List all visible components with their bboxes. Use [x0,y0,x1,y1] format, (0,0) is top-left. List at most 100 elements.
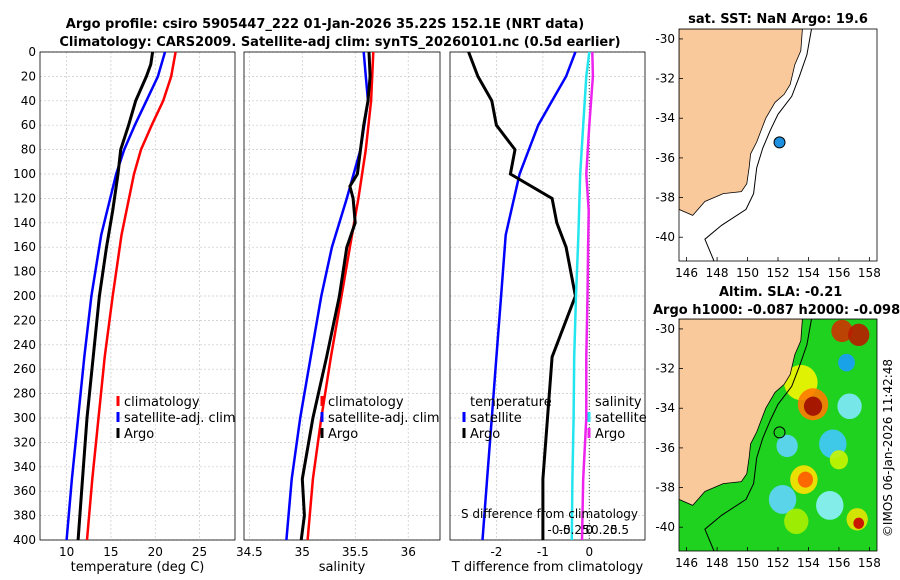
sla-anomaly-patch [816,491,844,520]
sla-anomaly-patch [853,517,865,529]
y-tick-label: 40 [21,94,36,108]
y-tick-label: -36 [655,151,675,165]
y-tick-label: -36 [655,441,675,455]
series-argo [299,51,372,541]
x-tick-label: 0 [585,545,593,559]
y-tick-label: 120 [13,191,36,205]
series-temperature-satellite [481,51,577,541]
legend-label: Argo [124,427,154,442]
legend-label: satellite [595,411,647,426]
y-tick-label: 240 [13,338,36,352]
legend-label: salinity [595,395,642,410]
y-tick-label: 200 [13,289,36,303]
y-tick-label: -34 [655,111,675,125]
axes-frame [449,51,646,541]
y-tick-label: 260 [13,362,36,376]
series-salinity-satellite [570,51,591,541]
x-tick-label: 34.5 [236,545,263,559]
map-title-2: Argo h1000: -0.087 h2000: -0.098 [653,303,900,318]
series-temperature-argo [467,51,577,540]
y-tick-label: -40 [655,230,675,244]
legend-label: satellite-adj. clim [124,411,236,426]
y-tick-label: -32 [655,72,675,86]
y-tick-label: -38 [655,191,675,205]
x-tick-label: 150 [736,266,759,280]
y-tick-label: 100 [13,167,36,181]
x-tick-label: 146 [675,556,698,570]
axes-frame [243,51,441,541]
x-tick-label: 156 [827,556,850,570]
sla-anomaly-patch [848,323,870,347]
legend-label: temperature [470,395,552,410]
sla-anomaly-patch [838,353,855,372]
x-axis-label: temperature (deg C) [71,560,205,575]
sla-anomaly-patch [776,434,798,458]
x-tick-label: 150 [736,556,759,570]
sla-anomaly-patch [784,508,809,535]
x-tick-label: 152 [767,556,790,570]
x-axis-label: T difference from climatology [451,560,644,575]
series-argo [76,51,155,541]
s-tick-label: -0.5 [547,523,570,537]
x-tick-label: 158 [858,266,881,280]
argo-float-marker [773,136,786,149]
title-line-1: Argo profile: csiro 5905447_222 01-Jan-2… [66,17,584,32]
y-tick-label: -32 [655,362,675,376]
x-axis-label: salinity [319,560,366,575]
x-tick-label: 35.5 [342,545,369,559]
series-climatology [306,51,375,541]
series-salinity-argo [580,51,595,541]
y-tick-label: -30 [655,32,675,46]
series-satellite-adj-clim [65,51,167,541]
shelf-contour [704,319,812,551]
legend-label: climatology [328,395,404,410]
sla-anomaly-patch [837,393,862,420]
argo-float-marker [773,426,786,439]
y-tick-label: 300 [13,411,36,425]
land [679,319,803,506]
y-tick-label: 220 [13,313,36,327]
sla-anomaly-patch [829,450,849,470]
y-tick-label: 360 [13,484,36,498]
y-tick-label: 160 [13,240,36,254]
y-tick-label: -40 [655,520,675,534]
x-tick-label: -1 [537,545,549,559]
s-axis-label: S difference from climatology [461,507,638,521]
s-tick-label: -0.25 [559,523,590,537]
sla-anomaly-patch [797,471,814,488]
y-tick-label: 280 [13,387,36,401]
s-tick-label: 0.5 [610,523,629,537]
series-satellite-adj-clim [285,51,370,541]
y-tick-label: 60 [21,118,36,132]
sla-anomaly-patch [831,319,853,343]
legend-label: satellite-adj. clim [328,411,440,426]
x-tick-label: 146 [675,266,698,280]
s-tick-label: 0.25 [591,523,618,537]
title-line-2: Climatology: CARS2009. Satellite-adj cli… [59,35,620,50]
y-tick-label: -30 [655,322,675,336]
y-tick-label: 180 [13,265,36,279]
y-tick-label: 80 [21,143,36,157]
sla-anomaly-patch [803,396,823,416]
series-climatology [85,51,177,541]
x-tick-label: 154 [797,556,820,570]
map-title-1: Altim. SLA: -0.21 [719,285,842,300]
y-tick-label: 140 [13,216,36,230]
s-tick-label: 0 [585,523,593,537]
y-tick-label: 320 [13,435,36,449]
y-tick-label: 400 [13,533,36,547]
x-tick-label: -2 [490,545,502,559]
imos-watermark: ©IMOS 06-Jan-2026 11:42:48 [881,359,895,537]
y-tick-label: 20 [21,69,36,83]
shelf-contour [704,29,812,261]
x-tick-label: 25 [192,545,207,559]
x-tick-label: 152 [767,266,790,280]
x-tick-label: 20 [148,545,163,559]
x-tick-label: 148 [706,556,729,570]
panel-sla_map: 146 148 150 152 154 156 158 -30 -32 -34 -36 -38 -40 A… [653,285,900,570]
y-tick-label: 380 [13,509,36,523]
y-tick-label: 0 [28,45,36,59]
panel-salinity: 34.5 35 35.5 36 salinity climatologysatellite… [236,51,441,575]
